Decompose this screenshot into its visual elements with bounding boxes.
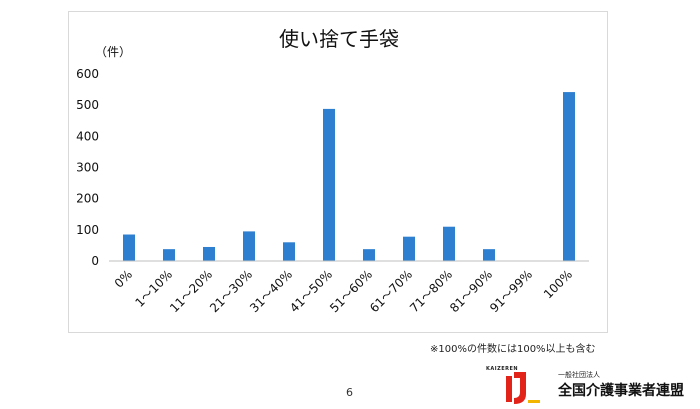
bar [403, 236, 415, 261]
y-tick-label: 200 [76, 192, 99, 206]
org-type-label: 一般社団法人 [558, 371, 600, 379]
y-tick-label: 400 [76, 129, 99, 143]
y-tick-label: 600 [76, 67, 99, 81]
x-tick-label: 31～40% [247, 267, 295, 315]
x-tick-label: 91～99% [487, 267, 535, 315]
page-number: 6 [346, 386, 353, 399]
bar [203, 246, 215, 261]
chart-area: 使い捨て手袋 （件） 0 100 200 300 400 500 600 0% 1～10% 11… [68, 11, 608, 333]
y-tick-label: 500 [76, 98, 99, 112]
bar [563, 92, 575, 262]
org-name: 全国介護事業者連盟 [558, 383, 684, 399]
bar [323, 108, 335, 261]
bar [123, 234, 135, 261]
chart-title: 使い捨て手袋 [279, 27, 399, 51]
x-tick-label: 71～80% [407, 267, 455, 315]
y-tick-label: 0 [91, 254, 99, 268]
x-tick-label: 41～50% [287, 267, 335, 315]
bar [163, 249, 175, 261]
x-tick-label: 21～30% [207, 267, 255, 315]
y-axis-unit-label: （件） [95, 45, 131, 59]
bar [243, 231, 255, 261]
y-tick-label: 100 [76, 223, 99, 237]
x-tick-label: 81～90% [447, 267, 495, 315]
x-tick-label: 61～70% [367, 267, 415, 315]
logo-mark-icon [506, 372, 540, 404]
footnote: ※100%の件数には100%以上も含む [430, 344, 596, 355]
bar [443, 226, 455, 261]
x-tick-label: 11～20% [167, 267, 215, 315]
kaizen-wordmark: KAIZEREN [486, 366, 519, 372]
bar [483, 249, 495, 261]
x-tick-label: 0% [112, 267, 135, 290]
organization-logo: KAIZEREN 一般社団法人 全国介護事業者連盟 [486, 366, 696, 406]
x-tick-label: 51～60% [327, 267, 375, 315]
bar [363, 249, 375, 261]
bar [283, 242, 295, 261]
y-tick-label: 300 [76, 161, 99, 175]
x-tick-label: 100% [541, 267, 575, 301]
